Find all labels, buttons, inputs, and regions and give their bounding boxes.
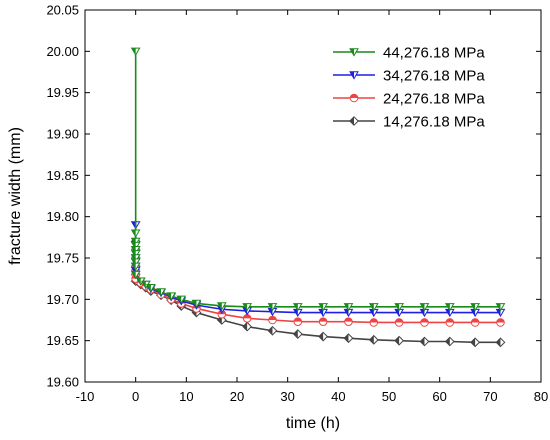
data-point xyxy=(293,317,303,326)
data-point xyxy=(368,334,379,345)
data-point xyxy=(216,302,227,311)
data-point xyxy=(470,303,481,312)
data-point xyxy=(318,331,329,342)
series-line xyxy=(134,241,501,344)
legend-label: 24,276.18 MPa xyxy=(383,91,485,108)
y-tick-label: 19.95 xyxy=(46,85,79,100)
y-tick-label: 19.90 xyxy=(46,127,79,142)
data-point xyxy=(268,315,277,325)
data-point xyxy=(130,237,141,247)
y-tick-label: 19.85 xyxy=(46,168,79,183)
legend-item: 44,276.18 MPa xyxy=(333,45,485,62)
series-line xyxy=(134,224,501,314)
data-point xyxy=(145,284,156,293)
data-point xyxy=(130,262,141,271)
x-tick-label: 60 xyxy=(432,389,446,404)
data-point xyxy=(191,299,202,309)
y-tick-label: 19.75 xyxy=(46,251,79,266)
y-tick-label: 20.00 xyxy=(46,44,79,59)
data-point xyxy=(349,93,359,103)
data-point xyxy=(130,250,141,259)
x-tick-label: -10 xyxy=(76,389,95,404)
x-tick-label: 10 xyxy=(179,389,193,404)
series xyxy=(130,47,506,312)
legend-label: 14,276.18 MPa xyxy=(383,114,485,131)
x-tick-label: 70 xyxy=(483,389,497,404)
x-tick-label: 0 xyxy=(132,389,139,404)
legend-item: 24,276.18 MPa xyxy=(333,91,485,108)
data-point xyxy=(166,292,177,301)
data-point xyxy=(292,329,303,339)
x-axis-title: time (h) xyxy=(286,415,340,432)
data-point xyxy=(394,335,405,346)
data-point xyxy=(394,318,404,327)
data-point xyxy=(130,47,141,56)
x-tick-label: 30 xyxy=(280,389,294,404)
data-point xyxy=(419,336,430,347)
data-point xyxy=(343,333,354,344)
data-point xyxy=(242,321,253,332)
data-point xyxy=(130,241,141,251)
y-tick-label: 19.70 xyxy=(46,292,79,307)
y-tick-label: 20.05 xyxy=(46,3,79,18)
plot-frame xyxy=(84,9,542,383)
legend-item: 14,276.18 MPa xyxy=(333,114,485,131)
x-tick-label: 80 xyxy=(534,389,548,404)
legend-label: 44,276.18 MPa xyxy=(383,45,485,62)
data-point xyxy=(242,303,253,312)
data-point xyxy=(130,270,141,280)
data-point xyxy=(343,303,354,312)
series-line xyxy=(134,249,501,324)
data-point xyxy=(344,317,353,326)
y-tick-label: 19.65 xyxy=(46,333,79,348)
data-point xyxy=(369,318,379,327)
data-point xyxy=(470,318,480,327)
data-point xyxy=(349,48,359,57)
series xyxy=(130,221,506,318)
data-point xyxy=(444,336,455,347)
data-point xyxy=(349,116,359,126)
data-point xyxy=(368,303,379,312)
y-tick-label: 19.60 xyxy=(46,375,79,390)
data-point xyxy=(292,303,303,312)
legend-item: 34,276.18 MPa xyxy=(333,68,485,85)
legend-label: 34,276.18 MPa xyxy=(383,68,485,85)
data-point xyxy=(156,288,166,297)
data-point xyxy=(420,318,429,327)
data-point xyxy=(444,303,455,312)
data-point xyxy=(495,337,506,348)
data-point xyxy=(495,303,506,312)
data-point xyxy=(445,318,455,327)
y-axis-title: fracture width (mm) xyxy=(7,127,24,265)
data-point xyxy=(470,337,481,348)
data-point xyxy=(349,71,359,80)
x-tick-label: 40 xyxy=(331,389,345,404)
data-point xyxy=(242,314,252,323)
data-point xyxy=(318,317,328,326)
data-point xyxy=(419,303,430,312)
data-point xyxy=(318,303,329,312)
data-point xyxy=(267,303,278,312)
y-tick-label: 19.80 xyxy=(46,209,79,224)
x-tick-label: 50 xyxy=(382,389,396,404)
legend: 44,276.18 MPa 34,276.18 MPa 24,276.18 MPa 1… xyxy=(333,45,485,131)
data-point xyxy=(496,318,505,327)
x-tick-label: 20 xyxy=(230,389,244,404)
data-point xyxy=(394,303,405,312)
data-point xyxy=(267,325,278,336)
data-point xyxy=(176,295,187,304)
series xyxy=(130,236,506,348)
data-point xyxy=(130,229,141,238)
